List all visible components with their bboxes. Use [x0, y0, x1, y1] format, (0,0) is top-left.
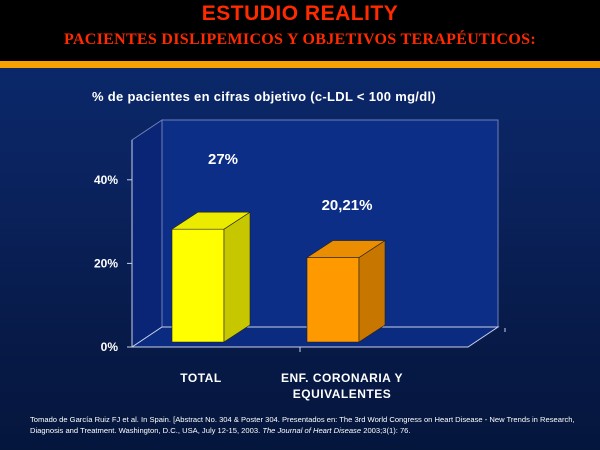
- bar-side: [358, 239, 386, 343]
- header-band: [0, 0, 600, 68]
- x-tick-label: TOTAL: [180, 371, 221, 385]
- citation-journal: The Journal of Heart Disease: [262, 426, 362, 435]
- bar-total: [170, 211, 252, 343]
- data-label: 20,21%: [322, 197, 373, 214]
- bar-top: [170, 211, 252, 230]
- y-tick-label: 0%: [101, 340, 119, 354]
- bar-front: [306, 257, 360, 343]
- orange-divider: [0, 61, 600, 68]
- citation-ref: 2003;3(1): 76.: [363, 426, 411, 435]
- y-tick-label: 20%: [94, 256, 118, 270]
- data-label: 27%: [208, 151, 238, 168]
- x-tick-label: ENF. CORONARIA Y: [281, 371, 403, 385]
- x-tick-label: EQUIVALENTES: [293, 387, 391, 401]
- bar-enf-coronaria: [305, 239, 387, 343]
- bar-front: [171, 228, 225, 343]
- bar-side: [223, 211, 251, 343]
- chart-title: % de pacientes en cifras objetivo (c-LDL…: [92, 89, 437, 104]
- y-tick-label: 40%: [94, 173, 118, 187]
- bar-top: [305, 240, 387, 258]
- slide-subtitle: PACIENTES DISLIPEMICOS Y OBJETIVOS TERAP…: [64, 31, 536, 48]
- citation-text: Tomado de García Ruiz FJ et al. In Spain…: [30, 415, 575, 435]
- slide-title: ESTUDIO REALITY: [201, 2, 399, 25]
- chart-side-wall: [131, 119, 163, 348]
- citation: Tomado de García Ruiz FJ et al. In Spain…: [30, 414, 585, 436]
